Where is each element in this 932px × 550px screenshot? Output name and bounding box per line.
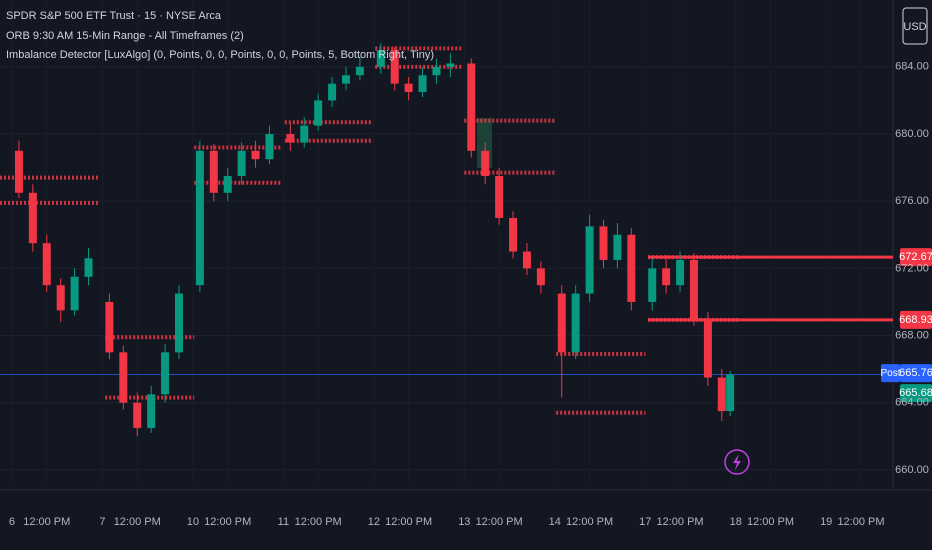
- x-tick-label: 12: [368, 516, 380, 528]
- indicator-label: ORB 9:30 AM 15-Min Range - All Timeframe…: [6, 30, 244, 42]
- candle-body: [14, 150, 23, 193]
- candle-body: [147, 394, 156, 428]
- candle-body: [390, 50, 399, 84]
- event-icon-bolt: [733, 454, 741, 470]
- candle-body: [174, 293, 183, 353]
- candle-body: [536, 268, 545, 286]
- x-tick-label: 12:00 PM: [385, 516, 432, 528]
- x-tick-label: 12:00 PM: [114, 516, 161, 528]
- x-tick-label: 12:00 PM: [566, 516, 613, 528]
- candle-body: [627, 234, 636, 302]
- price-tag-label: 672.67: [899, 251, 932, 263]
- x-tick-label: 10: [187, 516, 199, 528]
- candle-body: [446, 63, 455, 67]
- y-tick-label: 680.00: [895, 128, 929, 140]
- candle-body: [676, 259, 685, 286]
- candle-body: [481, 150, 490, 176]
- price-tag-label: 665.68: [899, 387, 932, 399]
- candle-body: [571, 293, 580, 353]
- price-tag: [900, 384, 932, 403]
- x-tick-label: 17: [639, 516, 651, 528]
- session-tag-label: Post: [880, 368, 900, 379]
- candle-body: [314, 100, 323, 126]
- candles: [14, 43, 735, 437]
- candle-body: [56, 285, 65, 311]
- candle-body: [251, 150, 260, 160]
- x-tick-label: 12:00 PM: [657, 516, 704, 528]
- candle-body: [557, 293, 566, 353]
- candle-body: [689, 259, 698, 319]
- y-tick-label: 664.00: [895, 397, 929, 409]
- x-tick-label: 13: [458, 516, 470, 528]
- indicator-label: Imbalance Detector [LuxAlgo] (0, Points,…: [6, 49, 434, 61]
- candle-body: [355, 66, 364, 76]
- candle-body: [662, 268, 671, 286]
- x-tick-label: 6: [9, 516, 15, 528]
- candle-body: [195, 150, 204, 286]
- price-tag: [900, 364, 932, 383]
- candle-body: [105, 301, 114, 353]
- x-tick-label: 12:00 PM: [837, 516, 884, 528]
- candle-body: [726, 374, 735, 412]
- grid: [0, 66, 893, 471]
- y-tick-label: 668.00: [895, 329, 929, 341]
- chart-title: SPDR S&P 500 ETF Trust · 15 · NYSE Arca: [6, 10, 222, 22]
- candle-body: [599, 226, 608, 260]
- candle-body: [495, 175, 504, 218]
- x-tick-label: 12:00 PM: [476, 516, 523, 528]
- candle-body: [286, 134, 295, 143]
- x-tick-label: 19: [820, 516, 832, 528]
- price-tag: [900, 310, 932, 329]
- x-tick-label: 7: [99, 516, 105, 528]
- y-tick-label: 676.00: [895, 195, 929, 207]
- candle-body: [467, 63, 476, 151]
- y-tick-label: 672.00: [895, 262, 929, 274]
- x-tick-label: 14: [549, 516, 561, 528]
- candle-body: [613, 234, 622, 260]
- candle-body: [119, 352, 128, 403]
- candle-body: [237, 150, 246, 176]
- x-tick-label: 18: [730, 516, 742, 528]
- session-tag: [881, 364, 900, 383]
- x-tick-label: 12:00 PM: [747, 516, 794, 528]
- price-tag: [900, 248, 932, 267]
- currency-button[interactable]: [902, 7, 928, 45]
- y-tick-label: 684.00: [895, 61, 929, 73]
- candle-body: [84, 258, 93, 277]
- candle-body: [585, 226, 594, 294]
- candle-body: [509, 217, 518, 252]
- candle-body: [342, 75, 351, 84]
- candle-body: [404, 83, 413, 93]
- candle-body: [133, 402, 142, 428]
- candle-body: [328, 83, 337, 101]
- candle-body: [300, 125, 309, 143]
- candle-body: [223, 175, 232, 193]
- candle-body: [418, 75, 427, 93]
- candle-body: [522, 251, 531, 269]
- candle-body: [432, 66, 441, 76]
- x-tick-label: 12:00 PM: [295, 516, 342, 528]
- candle-body: [703, 318, 712, 378]
- candle-body: [265, 134, 274, 160]
- event-icon[interactable]: [724, 449, 750, 475]
- candle-body: [70, 276, 79, 311]
- candle-body: [28, 192, 37, 244]
- candle-body: [42, 243, 51, 286]
- price-tag-label: 665.76: [899, 367, 932, 379]
- candle-body: [376, 50, 385, 67]
- candle-body: [717, 377, 726, 412]
- x-tick-label: 12:00 PM: [23, 516, 70, 528]
- x-tick-label: 11: [278, 516, 289, 528]
- y-tick-label: 660.00: [895, 464, 929, 476]
- x-tick-label: 12:00 PM: [204, 516, 251, 528]
- candle-body: [161, 352, 170, 395]
- candle-body: [648, 268, 657, 302]
- currency[interactable]: USD: [903, 21, 926, 33]
- candle-body: [209, 150, 218, 193]
- price-tag-label: 668.93: [899, 314, 932, 326]
